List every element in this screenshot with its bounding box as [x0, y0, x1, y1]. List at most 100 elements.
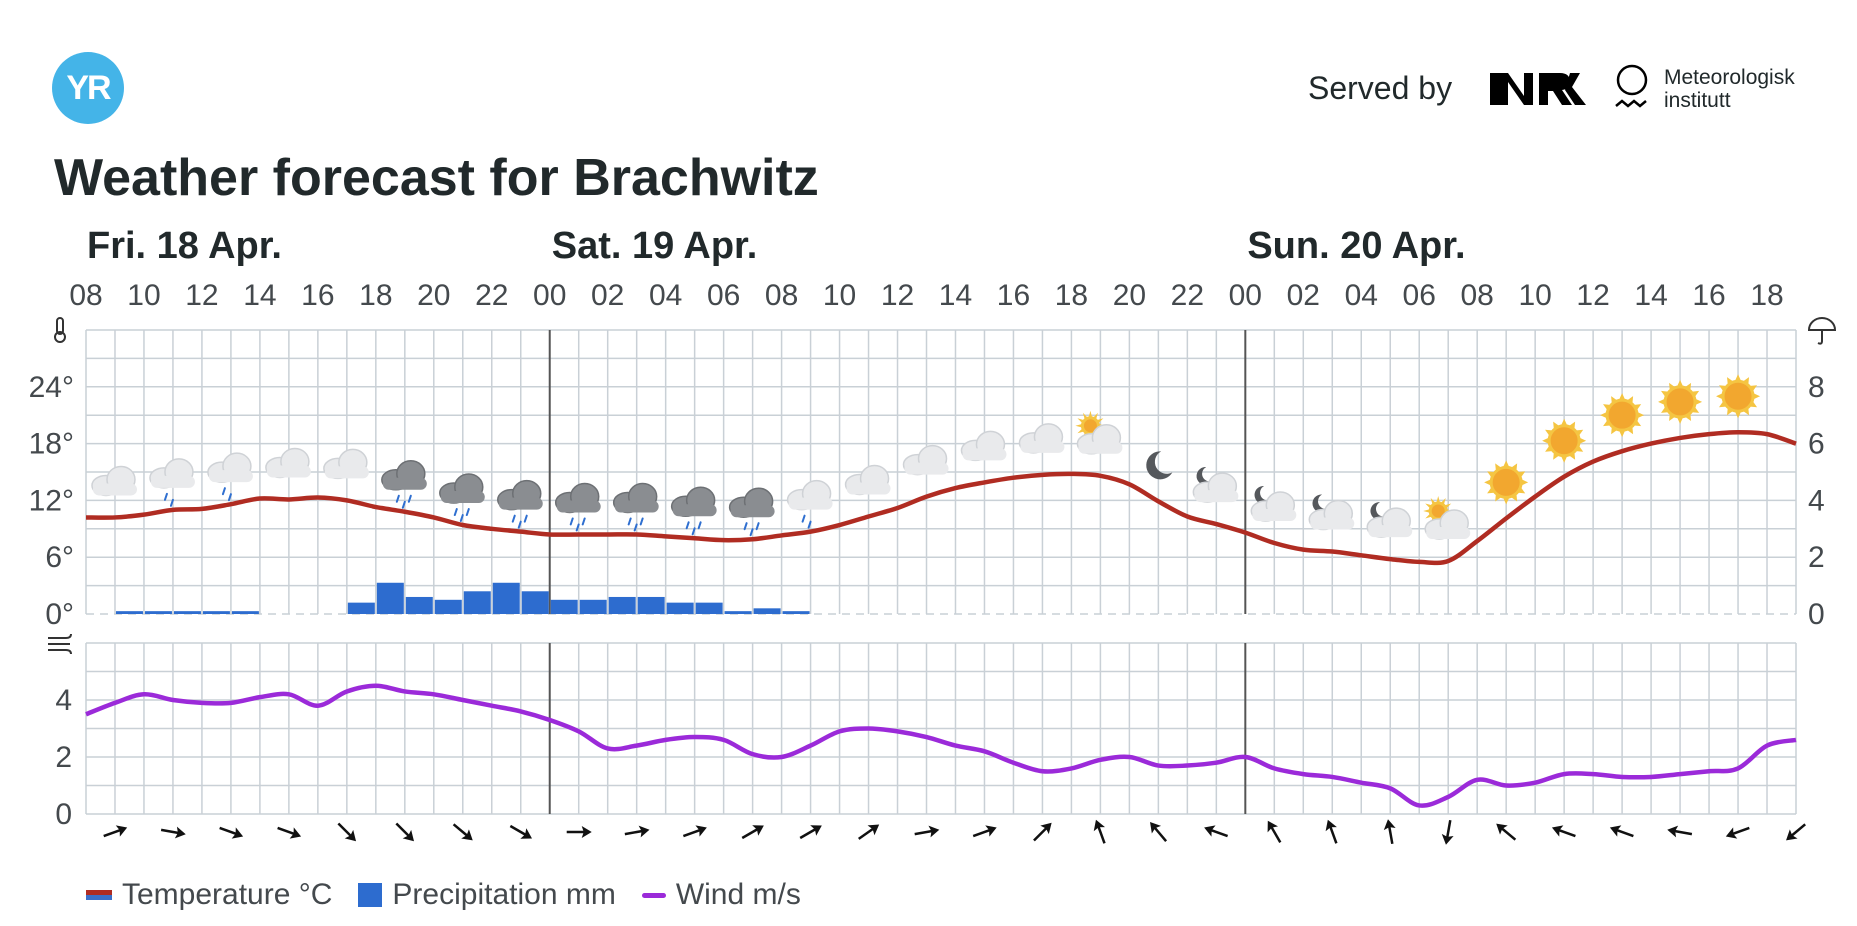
sun-ray	[1545, 446, 1552, 452]
wind-arrow-head	[1150, 822, 1162, 834]
wind-arrow-icon	[1551, 825, 1576, 838]
cloud-part	[614, 500, 659, 513]
wind-tick-label: 2	[55, 741, 72, 774]
legend-precipitation-label: Precipitation mm	[392, 878, 616, 911]
cloudy-icon	[902, 444, 949, 476]
wind-arrow-shaft	[972, 828, 993, 838]
raindrop	[575, 523, 580, 532]
wind-arrow-icon	[799, 825, 822, 840]
cloud-part	[324, 466, 369, 479]
sun-ray	[1503, 498, 1510, 505]
met-line-2: institutt	[1664, 89, 1731, 112]
wind-arrow-head	[461, 829, 473, 841]
wind-arrow-head	[1551, 825, 1564, 837]
wind-arrow-icon	[1150, 822, 1168, 842]
cloud-part	[266, 465, 311, 478]
yr-logo[interactable]: YR	[52, 52, 124, 124]
hour-label: 14	[243, 279, 276, 312]
precipitation-bar	[666, 602, 694, 614]
light-rain-showers-icon	[149, 458, 195, 507]
precipitation-bar	[144, 611, 172, 614]
raindrop	[685, 521, 690, 530]
wind-arrow-icon	[566, 826, 592, 838]
precipitation-bar	[347, 602, 375, 614]
sun-ray	[1487, 471, 1494, 477]
sun-ray	[1695, 399, 1703, 405]
cloud-part	[962, 448, 1007, 461]
temperature-tick-label: 24°	[29, 371, 74, 404]
wind-arrow-shaft	[1269, 824, 1282, 844]
legend-precipitation: Precipitation mm	[358, 878, 616, 912]
sun-ray	[1487, 487, 1494, 494]
sun-ray	[1619, 430, 1625, 438]
wind-arrow-head	[867, 824, 880, 836]
hour-label: 04	[649, 279, 682, 312]
sun-ray	[1753, 393, 1761, 400]
nrk-logo-icon[interactable]	[1490, 70, 1586, 108]
sun-ray	[1511, 463, 1518, 471]
raindrop	[801, 514, 806, 523]
sun-ray	[1611, 427, 1617, 435]
legend-wind-label: Wind m/s	[675, 878, 801, 911]
wind-arrow-head	[985, 825, 997, 837]
cloud-part	[1426, 526, 1471, 539]
wind-arrow-shaft	[277, 826, 297, 836]
wind-arrow-shaft	[1671, 829, 1693, 836]
hour-label: 06	[707, 279, 740, 312]
precipitation-bars	[115, 582, 810, 614]
precipitation-tick-label: 8	[1808, 371, 1825, 404]
wind-arrow-icon	[972, 825, 997, 838]
wind-stroke	[48, 633, 72, 639]
sun-disc	[1721, 379, 1755, 413]
sun-ray	[1579, 437, 1587, 444]
sun-ray	[1669, 382, 1675, 390]
wind-arrow-icon	[395, 822, 415, 842]
precipitation-swatch	[358, 883, 383, 907]
cloud-part	[440, 491, 485, 504]
weather-symbols	[91, 374, 1761, 540]
wind-arrow-icon	[1093, 819, 1106, 844]
wind-arrow-head	[1325, 819, 1337, 832]
wind-arrow-head	[810, 825, 822, 836]
hour-label: 18	[359, 279, 392, 312]
wind-axis-icon	[48, 633, 72, 655]
wind-swatch	[641, 892, 666, 898]
cloud-part	[382, 477, 427, 490]
sun-ray	[1521, 479, 1529, 486]
sun-ray	[1611, 396, 1617, 403]
wind-arrow-head	[115, 825, 128, 837]
sun-ray	[1685, 414, 1692, 421]
sun-ray	[1750, 401, 1758, 408]
clear-day-icon	[1658, 379, 1703, 424]
sun-ray	[1600, 412, 1607, 419]
wind-arrow-icon	[277, 826, 302, 839]
sun-ray	[1743, 408, 1750, 416]
hour-label: 12	[185, 279, 218, 312]
day-label: Fri. 18 Apr.	[87, 225, 282, 267]
page-title: Weather forecast for Brachwitz	[54, 149, 819, 207]
rain-icon	[496, 479, 543, 529]
sun-ray	[1669, 414, 1675, 421]
raindrop	[523, 514, 528, 523]
sun-ray	[1576, 446, 1584, 452]
wind-arrow-shaft	[857, 826, 876, 840]
precipitation-bar	[231, 611, 259, 614]
precipitation-tick-label: 6	[1808, 428, 1825, 461]
met-institute-name: Meteorologisk institutt	[1664, 66, 1795, 112]
hour-label: 00	[1229, 279, 1262, 312]
wind-arrow-head	[520, 828, 533, 839]
hour-label: 10	[823, 279, 856, 312]
wind-arrow-shaft	[395, 822, 412, 839]
sun-ray	[1743, 377, 1750, 385]
cloud-part	[92, 483, 137, 496]
sun-ray	[1423, 509, 1430, 513]
wind-arrow-head	[1496, 823, 1508, 835]
wind-line	[85, 683, 1797, 808]
light-rain-showers-icon	[207, 452, 253, 502]
met-institute-logo-icon[interactable]	[1612, 62, 1652, 118]
sun-ray	[1518, 471, 1526, 477]
hour-label: 10	[127, 279, 160, 312]
moon-icon	[1370, 502, 1388, 521]
rain-icon	[612, 482, 659, 532]
wind-arrow-head	[1441, 833, 1454, 845]
